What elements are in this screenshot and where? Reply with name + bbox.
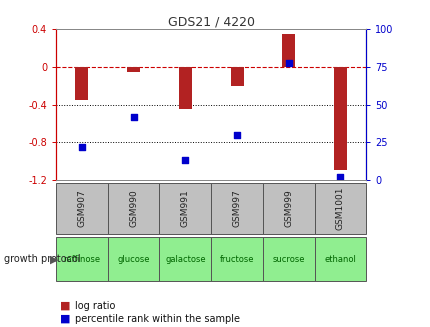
Bar <box>178 67 191 109</box>
Text: sucrose: sucrose <box>272 255 304 264</box>
Text: raffinose: raffinose <box>63 255 100 264</box>
Text: percentile rank within the sample: percentile rank within the sample <box>75 314 240 324</box>
Bar <box>108 237 159 281</box>
Bar <box>282 34 295 67</box>
Bar <box>127 67 140 72</box>
Text: growth protocol: growth protocol <box>4 254 81 264</box>
Text: ■: ■ <box>60 314 71 324</box>
Bar <box>108 183 159 234</box>
Point <box>181 158 188 163</box>
Text: ethanol: ethanol <box>324 255 356 264</box>
Point <box>285 60 292 65</box>
Bar <box>56 237 108 281</box>
Point <box>336 174 343 180</box>
Point <box>233 132 240 137</box>
Text: ▶: ▶ <box>49 254 58 264</box>
Bar <box>314 183 366 234</box>
Text: GSM999: GSM999 <box>284 190 292 227</box>
Point <box>78 144 85 149</box>
Text: GSM990: GSM990 <box>129 190 138 227</box>
Bar <box>159 237 211 281</box>
Text: GSM997: GSM997 <box>232 190 241 227</box>
Bar <box>262 237 314 281</box>
Text: galactose: galactose <box>165 255 205 264</box>
Text: GSM907: GSM907 <box>77 190 86 227</box>
Text: GSM1001: GSM1001 <box>335 187 344 230</box>
Bar <box>230 67 243 86</box>
Bar <box>211 183 262 234</box>
Text: GSM991: GSM991 <box>181 190 189 227</box>
Bar <box>211 237 262 281</box>
Text: log ratio: log ratio <box>75 301 116 311</box>
Bar <box>159 183 211 234</box>
Bar <box>314 237 366 281</box>
Bar <box>333 67 346 170</box>
Title: GDS21 / 4220: GDS21 / 4220 <box>167 15 254 28</box>
Point <box>130 114 137 119</box>
Bar <box>56 183 108 234</box>
Text: glucose: glucose <box>117 255 150 264</box>
Text: fructose: fructose <box>219 255 254 264</box>
Bar <box>75 67 88 100</box>
Bar <box>262 183 314 234</box>
Text: ■: ■ <box>60 301 71 311</box>
